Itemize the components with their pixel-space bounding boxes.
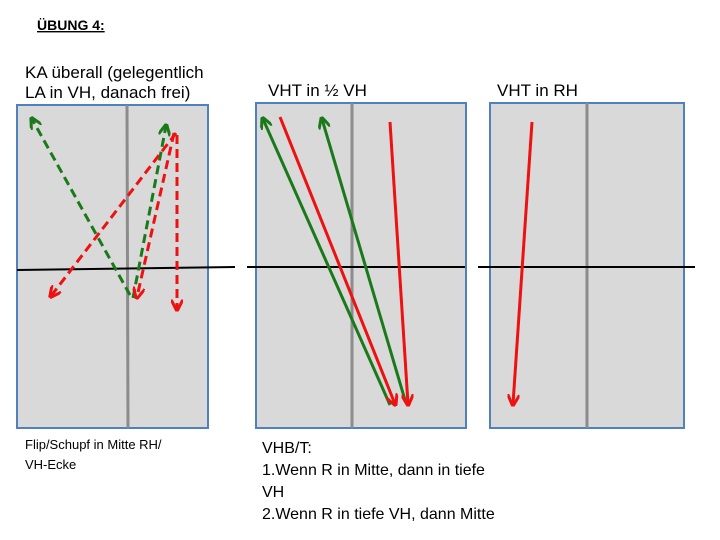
- caption: VH: [262, 484, 284, 501]
- net: [16, 266, 236, 271]
- panel-label: KA überall (gelegentlich: [25, 63, 204, 82]
- arrow: [137, 132, 176, 297]
- arrow: [322, 119, 407, 401]
- arrow: [278, 116, 395, 404]
- panel-label: LA in VH, danach frei): [25, 83, 190, 102]
- caption: 2.Wenn R in tiefe VH, dann Mitte: [262, 506, 495, 523]
- caption: Flip/Schupf in Mitte RH/: [25, 437, 162, 452]
- caption: 1.Wenn R in Mitte, dann in tiefe: [262, 462, 485, 479]
- arrow: [51, 132, 178, 296]
- arrow: [131, 126, 166, 299]
- panel-label: VHT in ½ VH: [268, 81, 367, 100]
- arrow: [32, 119, 132, 296]
- center-line: [125, 104, 130, 429]
- arrow: [263, 119, 392, 406]
- arrow: [388, 121, 408, 404]
- caption: VH-Ecke: [25, 457, 76, 472]
- panel-label: VHT in RH: [497, 81, 578, 100]
- title: ÜBUNG 4:: [37, 17, 105, 33]
- arrow: [513, 121, 534, 404]
- caption: VHB/T:: [262, 440, 312, 457]
- table: [255, 102, 467, 429]
